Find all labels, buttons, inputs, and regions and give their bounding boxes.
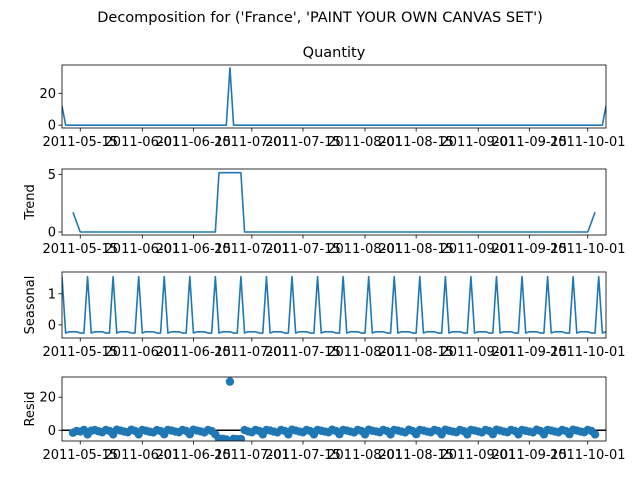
trend-xtick-label: 2011-07-15: [265, 242, 341, 257]
seasonal-line: [62, 275, 606, 334]
trend-xtick-label: 2011-06-01: [105, 242, 181, 257]
resid-point: [236, 434, 246, 441]
trend-series: [72, 171, 596, 233]
seasonal-frame: [61, 271, 607, 339]
observed-xtick-label: 2011-09-01: [440, 135, 516, 150]
seasonal-series: [62, 275, 606, 334]
trend-frame: [61, 168, 607, 236]
observed-xtick-label: 2011-07-01: [214, 135, 290, 150]
trend-xtick-label: 2011-08-01: [327, 242, 403, 257]
resid-point: [222, 435, 231, 441]
resid-xtick-label: 2011-08-15: [378, 448, 454, 463]
observed-xtick-label: 2011-06-15: [156, 135, 232, 150]
seasonal-xtick-label: 2011-07-01: [214, 345, 290, 360]
seasonal-ytick-label: 0: [48, 318, 56, 333]
resid-ylabel: Resid: [23, 391, 38, 426]
trend-xtick-label: 2011-07-01: [214, 242, 290, 257]
panels-group: Quantity0202011-05-152011-06-012011-06-1…: [23, 45, 626, 463]
seasonal-xtick-label: 2011-06-01: [105, 345, 181, 360]
trend-xtick-label: 2011-05-15: [42, 242, 118, 257]
observed-xtick-label: 2011-06-01: [105, 135, 181, 150]
resid-xtick-label: 2011-06-01: [105, 448, 181, 463]
resid-xtick-label: 2011-10-01: [550, 448, 626, 463]
observed-xtick-label: 2011-10-01: [550, 135, 626, 150]
resid-ytick-label: 20: [39, 391, 56, 406]
trend-xtick-label: 2011-09-01: [440, 242, 516, 257]
seasonal-xtick-label: 2011-09-01: [440, 345, 516, 360]
resid-series: [62, 377, 606, 441]
observed-ytick-label: 0: [48, 119, 56, 134]
observed-xtick-label: 2011-05-15: [42, 135, 118, 150]
seasonal-xtick-label: 2011-06-15: [156, 345, 232, 360]
resid-xtick-label: 2011-09-01: [440, 448, 516, 463]
seasonal-xtick-label: 2011-08-15: [378, 345, 454, 360]
seasonal-xtick-label: 2011-10-01: [550, 345, 626, 360]
seasonal-xtick-label: 2011-05-15: [42, 345, 118, 360]
trend-xtick-label: 2011-08-15: [378, 242, 454, 257]
resid-point: [590, 430, 600, 439]
resid-panel: Resid0202011-05-152011-06-012011-06-1520…: [23, 376, 626, 463]
resid-frame: [61, 376, 607, 442]
trend-ylabel: Trend: [23, 184, 38, 221]
seasonal-xtick-label: 2011-08-01: [327, 345, 403, 360]
trend-line: [72, 171, 596, 233]
trend-xtick-label: 2011-10-01: [550, 242, 626, 257]
resid-xtick-label: 2011-06-15: [156, 448, 232, 463]
observed-xtick-label: 2011-09-15: [492, 135, 568, 150]
resid-point: [225, 377, 235, 386]
observed-frame: [61, 64, 607, 129]
trend-xtick-label: 2011-06-15: [156, 242, 232, 257]
resid-xtick-label: 2011-05-15: [42, 448, 118, 463]
seasonal-ylabel: Seasonal: [23, 276, 38, 335]
resid-xtick-label: 2011-07-15: [265, 448, 341, 463]
resid-ytick-label: 0: [48, 424, 56, 439]
resid-xtick-label: 2011-09-15: [492, 448, 568, 463]
resid-xtick-label: 2011-07-01: [214, 448, 290, 463]
seasonal-ytick-label: 1: [48, 287, 56, 302]
observed-series: [62, 67, 606, 126]
observed-panel: Quantity 0 20 2011-05-152011-06-012011-06-1…: [39, 45, 625, 150]
observed-line: [62, 67, 606, 126]
trend-panel: Trend052011-05-152011-06-012011-06-15201…: [23, 168, 626, 257]
trend-xtick-label: 2011-09-15: [492, 242, 568, 257]
observed-xtick-label: 2011-07-15: [265, 135, 341, 150]
chart-suptitle: Decomposition for ('France', 'PAINT YOUR…: [97, 10, 542, 26]
trend-ytick-label: 5: [48, 168, 56, 183]
observed-xtick-label: 2011-08-15: [378, 135, 454, 150]
seasonal-panel: Seasonal 0 1 2011-05-152011-06-012011-06-15…: [23, 271, 626, 360]
observed-xtick-label: 2011-08-01: [327, 135, 403, 150]
trend-ytick-label: 0: [48, 226, 56, 241]
observed-title: Quantity: [303, 45, 366, 61]
observed-ytick-label: 20: [39, 87, 56, 102]
seasonal-xtick-label: 2011-09-15: [492, 345, 568, 360]
resid-xtick-label: 2011-08-01: [327, 448, 403, 463]
seasonal-xtick-label: 2011-07-15: [265, 345, 341, 360]
